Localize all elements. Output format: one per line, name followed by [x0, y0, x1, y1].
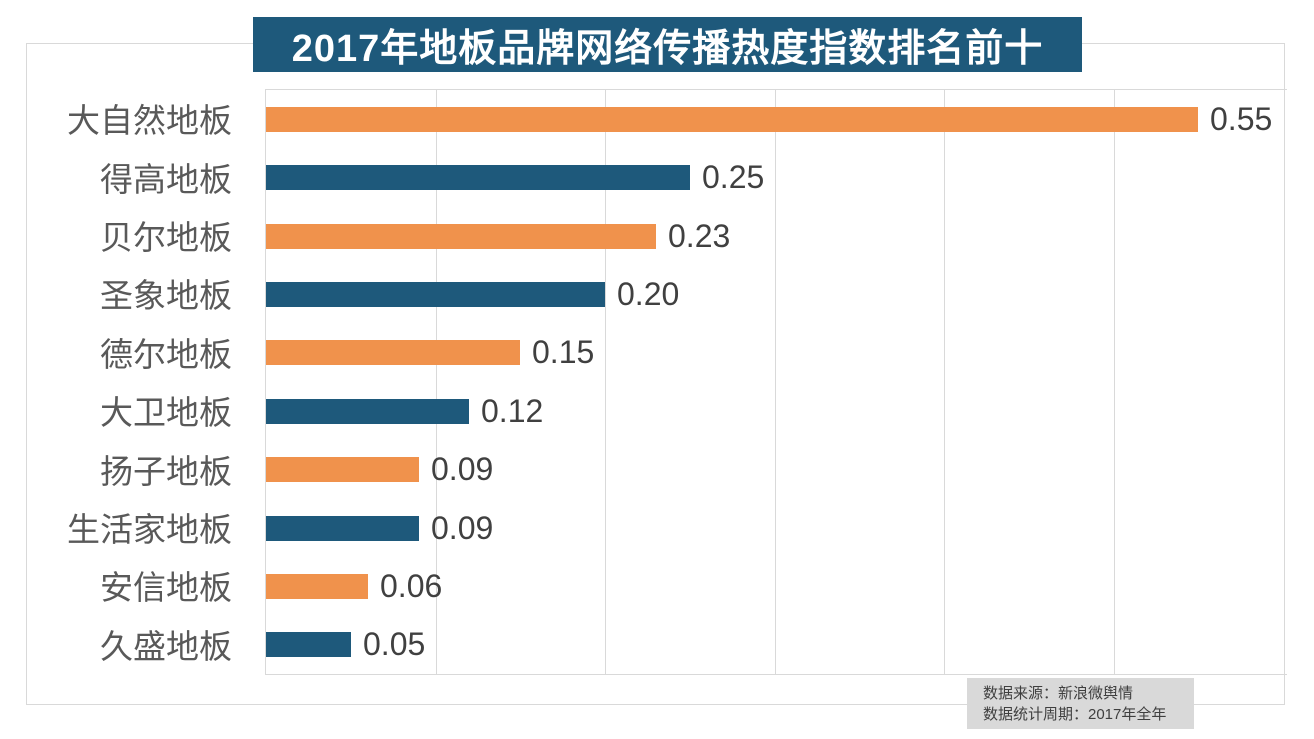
bar: [266, 515, 419, 541]
bar-row: 0.09: [266, 499, 1287, 557]
plot-area: 0.55 0.25 0.23 0.20 0.15 0.12 0.09 0.09 0.06 0.05: [265, 89, 1287, 675]
bar: [266, 632, 351, 658]
bar: [266, 165, 690, 191]
bar-row: 0.09: [266, 440, 1287, 498]
bar-row: 0.12: [266, 382, 1287, 440]
category-label: 扬子地板: [100, 452, 232, 490]
gridline: [605, 90, 606, 674]
category-label: 安信地板: [100, 569, 232, 607]
bar-row: 0.15: [266, 324, 1287, 382]
bar-rows: 0.55 0.25 0.23 0.20 0.15 0.12 0.09 0.09 0.06 0.05: [266, 90, 1287, 674]
category-label: 生活家地板: [67, 511, 232, 549]
bar-value-label: 0.15: [532, 334, 595, 371]
bar-row: 0.06: [266, 557, 1287, 615]
category-label: 贝尔地板: [100, 219, 232, 257]
bar: [266, 573, 368, 599]
bar: [266, 281, 605, 307]
bar: [266, 223, 656, 249]
chart-frame: [26, 43, 1285, 705]
chart-title: 2017年地板品牌网络传播热度指数排名前十: [291, 28, 1044, 70]
category-label: 大自然地板: [67, 102, 232, 140]
gridline: [944, 90, 945, 674]
period-line: 数据统计周期：2017年全年: [983, 706, 1167, 723]
gridline: [1114, 90, 1115, 674]
bar: [266, 457, 419, 483]
bar-value-label: 0.23: [668, 217, 731, 254]
category-label: 德尔地板: [100, 335, 232, 373]
gridline: [775, 90, 776, 674]
gridline: [436, 90, 437, 674]
bar-row: 0.20: [266, 265, 1287, 323]
category-label: 得高地板: [100, 160, 232, 198]
bar-value-label: 0.20: [617, 275, 680, 312]
category-labels: 大自然地板得高地板贝尔地板圣象地板德尔地板大卫地板扬子地板生活家地板安信地板久盛…: [26, 89, 232, 673]
bar-value-label: 0.05: [363, 626, 426, 663]
source-note: 数据来源：新浪微舆情 数据统计周期：2017年全年: [967, 678, 1194, 729]
bar-value-label: 0.25: [702, 159, 765, 196]
category-label: 圣象地板: [100, 277, 232, 315]
bar-value-label: 0.09: [431, 451, 494, 488]
bar-row: 0.05: [266, 616, 1287, 674]
bar: [266, 106, 1198, 132]
bar: [266, 340, 520, 366]
bar: [266, 398, 469, 424]
chart-title-banner: 2017年地板品牌网络传播热度指数排名前十: [253, 17, 1082, 72]
bar-value-label: 0.55: [1210, 100, 1273, 137]
bar-value-label: 0.12: [481, 392, 544, 429]
bar-row: 0.55: [266, 90, 1287, 148]
source-line: 数据来源：新浪微舆情: [983, 685, 1134, 702]
bar-value-label: 0.09: [431, 509, 494, 546]
bar-value-label: 0.06: [380, 567, 443, 604]
category-label: 大卫地板: [100, 394, 232, 432]
bar-row: 0.23: [266, 207, 1287, 265]
category-label: 久盛地板: [100, 627, 232, 665]
bar-row: 0.25: [266, 148, 1287, 206]
